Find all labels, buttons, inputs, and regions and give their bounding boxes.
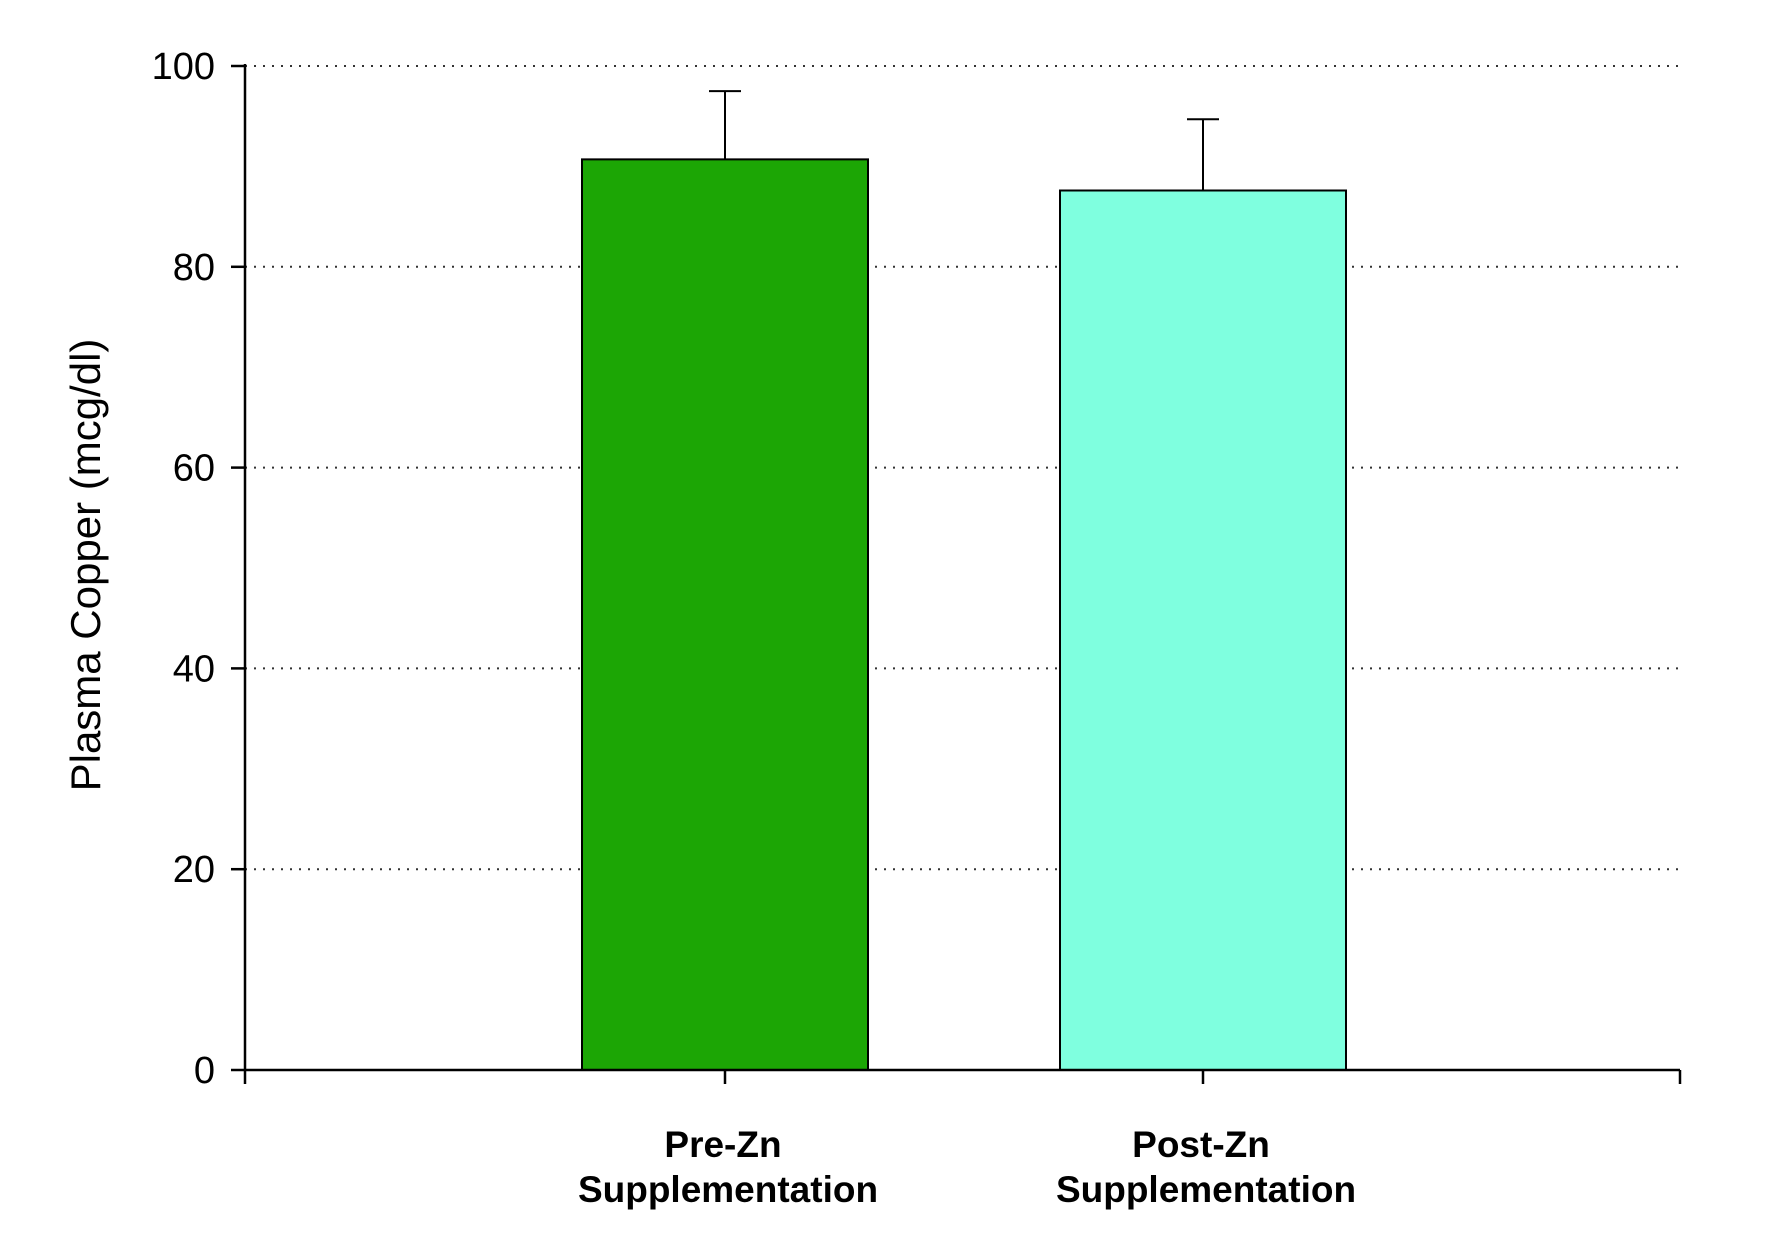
x-tick-label: Pre-Zn bbox=[664, 1124, 781, 1165]
y-tick-label: 0 bbox=[194, 1050, 215, 1092]
y-tick-label: 40 bbox=[173, 648, 215, 690]
y-tick-label: 100 bbox=[152, 46, 215, 88]
x-tick-label: Supplementation bbox=[578, 1169, 878, 1210]
axes: 020406080100Pre-ZnSupplementationPost-Zn… bbox=[152, 46, 1682, 1210]
x-tick-label: Supplementation bbox=[1056, 1169, 1356, 1210]
y-tick-label: 20 bbox=[173, 849, 215, 891]
bar bbox=[581, 158, 869, 1071]
y-axis-title: Plasma Copper (mcg/dl) bbox=[62, 339, 109, 792]
y-tick-label: 60 bbox=[173, 448, 215, 490]
bar bbox=[1059, 189, 1347, 1072]
y-tick-label: 80 bbox=[173, 247, 215, 289]
bars bbox=[581, 90, 1347, 1072]
gridlines bbox=[245, 65, 1680, 871]
x-tick-label: Post-Zn bbox=[1132, 1124, 1270, 1165]
